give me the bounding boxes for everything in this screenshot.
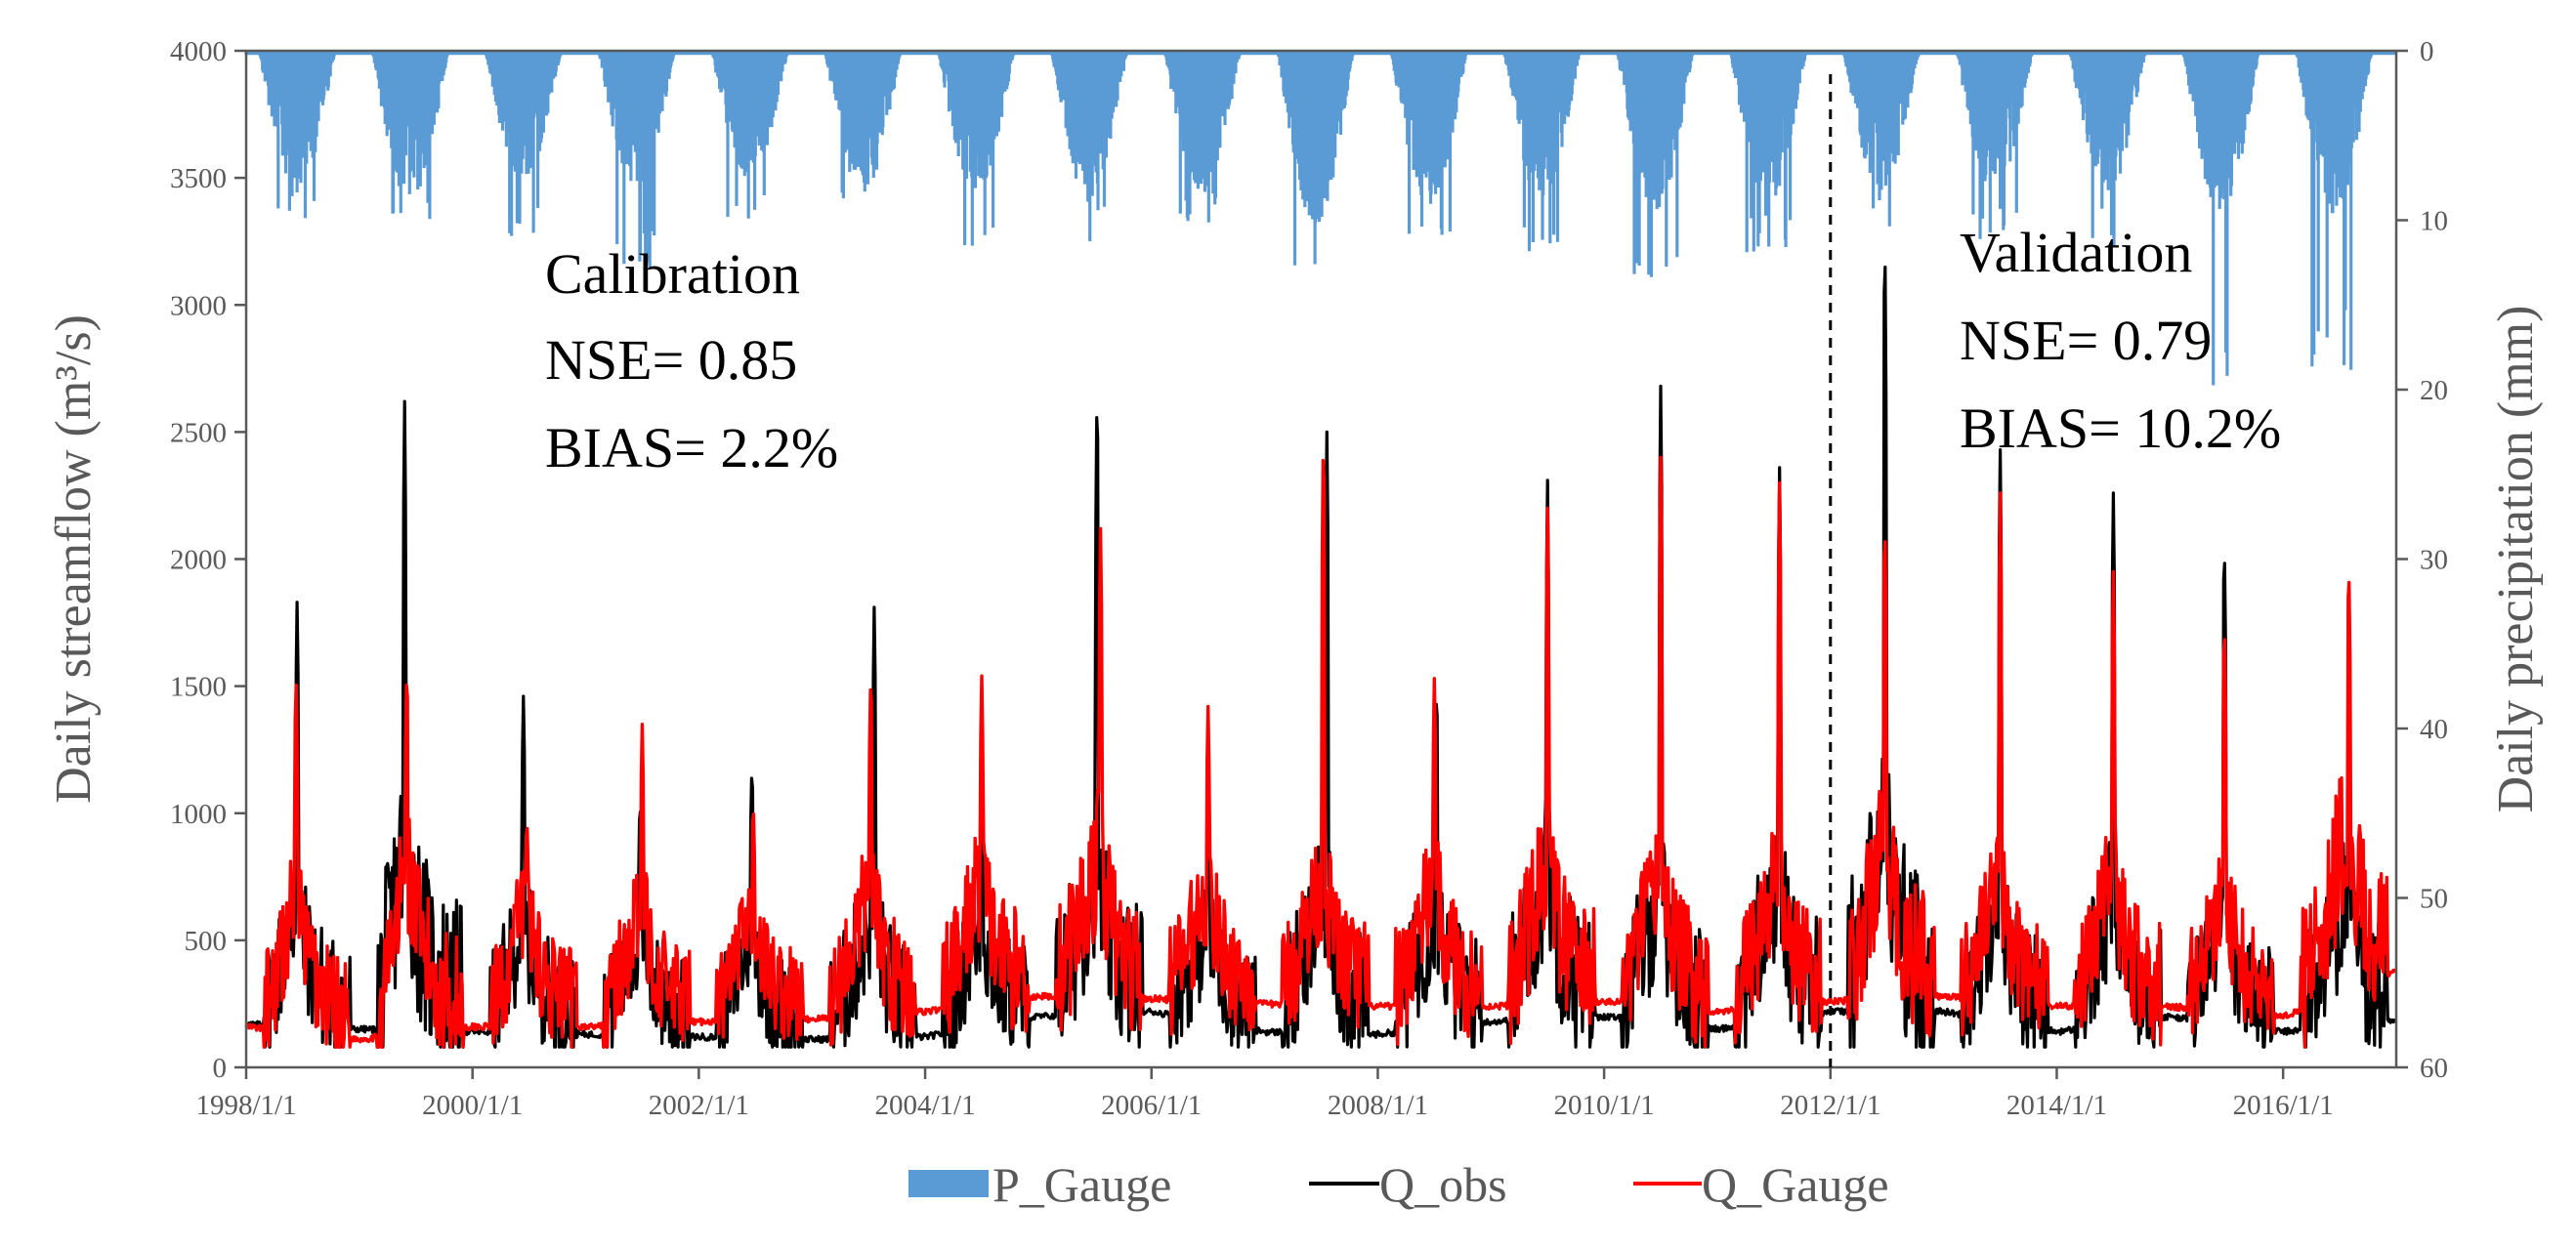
y-tick-label: 1000	[170, 799, 227, 830]
q-gauge-line	[244, 455, 2397, 1049]
x-tick-label: 2008/1/1	[1328, 1090, 1428, 1121]
legend-label-q-gauge: Q_Gauge	[1702, 1157, 1889, 1212]
y-tick-label: 4000	[170, 36, 227, 67]
legend-swatch-p-gauge	[908, 1170, 989, 1197]
x-tick-label: 2010/1/1	[1554, 1090, 1655, 1121]
y2-tick-label: 40	[2420, 714, 2448, 745]
x-tick-label: 2004/1/1	[874, 1090, 975, 1121]
y-tick-label: 2000	[170, 545, 227, 576]
series-lines	[244, 265, 2397, 1049]
legend: P_Gauge Q_obs Q_Gauge	[908, 1157, 1889, 1212]
y2-tick-label: 20	[2420, 375, 2448, 406]
y2-tick-label: 0	[2420, 36, 2434, 67]
validation-title: Validation	[1960, 221, 2192, 284]
calibration-nse: NSE= 0.85	[545, 328, 797, 392]
validation-nse: NSE= 0.79	[1960, 309, 2212, 372]
calibration-title: Calibration	[545, 242, 800, 306]
y2-tick-label: 10	[2420, 206, 2448, 237]
x-tick-label: 2012/1/1	[1780, 1090, 1880, 1121]
y-tick-label: 3500	[170, 163, 227, 194]
x-tick-label: 2016/1/1	[2233, 1090, 2334, 1121]
validation-bias: BIAS= 10.2%	[1960, 396, 2281, 460]
y-tick-label: 3000	[170, 290, 227, 321]
x-tick-label: 2014/1/1	[2006, 1090, 2107, 1121]
x-tick-label: 2000/1/1	[422, 1090, 523, 1121]
legend-label-p-gauge: P_Gauge	[992, 1157, 1171, 1212]
y2-tick-label: 60	[2420, 1053, 2448, 1084]
x-tick-label: 1998/1/1	[195, 1090, 296, 1121]
legend-label-q-obs: Q_obs	[1379, 1157, 1507, 1212]
y2-axis-title: Daily precipitation (mm)	[2488, 306, 2544, 813]
x-tick-label: 2002/1/1	[649, 1090, 749, 1121]
y-tick-label: 1500	[170, 672, 227, 703]
y-axis-title: Daily streamflow (m³/s)	[46, 314, 102, 804]
y-tick-label: 0	[213, 1053, 228, 1084]
x-tick-label: 2006/1/1	[1101, 1090, 1202, 1121]
y2-tick-label: 30	[2420, 545, 2448, 576]
y2-tick-label: 50	[2420, 884, 2448, 915]
ticks: 1998/1/1 2000/1/1 2002/1/1 2004/1/1 2006/1/1…	[170, 36, 2448, 1121]
y-tick-label: 2500	[170, 417, 227, 448]
calibration-bias: BIAS= 2.2%	[545, 416, 838, 479]
y-tick-label: 500	[185, 926, 228, 957]
